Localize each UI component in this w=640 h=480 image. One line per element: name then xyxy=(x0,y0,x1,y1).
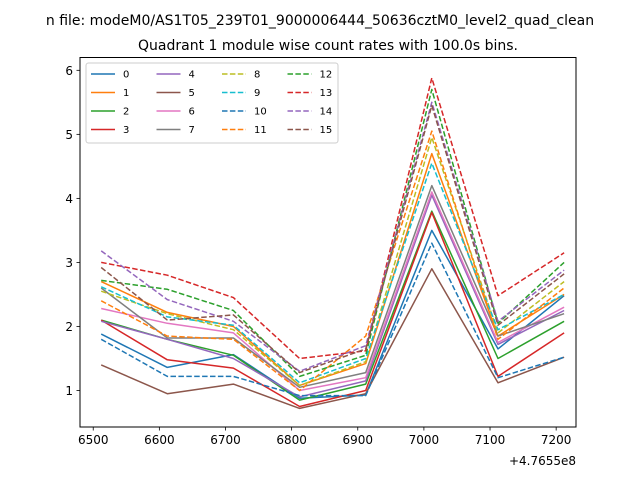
legend-item-7: 7 xyxy=(156,125,195,136)
x-tick-label: 7200 xyxy=(541,433,572,447)
x-tick-label: 7100 xyxy=(475,433,506,447)
legend-label: 12 xyxy=(320,70,333,81)
legend-label: 6 xyxy=(189,107,195,118)
series-line-4 xyxy=(101,194,565,398)
series-line-9 xyxy=(100,162,565,384)
legend-box xyxy=(85,62,339,144)
legend-item-5: 5 xyxy=(156,88,195,99)
legend-item-12: 12 xyxy=(287,70,333,81)
series-line-7 xyxy=(100,184,565,389)
legend-item-9: 9 xyxy=(222,88,260,99)
legend-item-10: 10 xyxy=(222,107,267,118)
legend-item-14: 14 xyxy=(287,107,333,118)
legend-item-15: 15 xyxy=(287,125,333,136)
legend-label: 7 xyxy=(189,125,195,136)
legend-label: 0 xyxy=(123,70,129,81)
y-axis: 1 2 3 4 5 6 xyxy=(65,64,80,398)
legend-item-8: 8 xyxy=(222,70,260,81)
legend-label: 8 xyxy=(254,70,260,81)
legend-label: 10 xyxy=(254,107,267,118)
series-line-3 xyxy=(100,211,565,408)
x-axis-offset-label: +4.7655e8 xyxy=(509,454,576,468)
legend-label: 3 xyxy=(123,125,129,136)
legend-item-4: 4 xyxy=(156,70,195,81)
series-line-1 xyxy=(100,152,565,387)
legend-item-13: 13 xyxy=(287,88,333,99)
x-tick-label: 6800 xyxy=(276,433,307,447)
series-line-8 xyxy=(100,136,565,387)
legend-label: 2 xyxy=(123,107,129,118)
legend-item-3: 3 xyxy=(91,125,129,136)
x-tick-label: 6500 xyxy=(78,433,109,447)
legend-label: 14 xyxy=(320,107,333,118)
series-line-6 xyxy=(101,191,565,392)
x-tick-label: 7000 xyxy=(409,433,440,447)
legend-item-6: 6 xyxy=(156,107,195,118)
series-line-15 xyxy=(100,104,565,374)
y-tick-label: 3 xyxy=(65,256,73,270)
figure-suptitle: n file: modeM0/AS1T05_239T01_9000006444_… xyxy=(46,13,594,29)
legend-item-2: 2 xyxy=(91,107,129,118)
x-tick-label: 6900 xyxy=(342,433,373,447)
legend-label: 4 xyxy=(189,70,195,81)
y-tick-label: 6 xyxy=(65,64,73,78)
plot-lines xyxy=(100,77,565,410)
legend-label: 11 xyxy=(254,125,267,136)
chart-title: Quadrant 1 module wise count rates with … xyxy=(138,38,518,54)
y-tick-label: 1 xyxy=(65,384,73,398)
series-line-14 xyxy=(100,101,565,373)
legend-label: 13 xyxy=(320,88,333,99)
series-line-11 xyxy=(100,130,565,392)
series-line-0 xyxy=(100,229,565,399)
legend-label: 9 xyxy=(254,88,260,99)
legend-item-1: 1 xyxy=(91,88,129,99)
axes-frame xyxy=(79,57,577,428)
y-tick-label: 5 xyxy=(65,128,73,142)
x-axis: 6500 6600 6700 6800 6900 7000 7100 7200 xyxy=(78,427,571,447)
x-tick-label: 6700 xyxy=(210,433,241,447)
legend-item-11: 11 xyxy=(222,125,267,136)
legend-label: 15 xyxy=(320,125,333,136)
y-tick-label: 4 xyxy=(65,192,73,206)
x-tick-label: 6600 xyxy=(144,433,175,447)
legend-label: 1 xyxy=(123,88,129,99)
legend-item-0: 0 xyxy=(91,70,129,81)
legend-label: 5 xyxy=(189,88,195,99)
y-tick-label: 2 xyxy=(65,320,73,334)
series-line-5 xyxy=(100,268,565,410)
